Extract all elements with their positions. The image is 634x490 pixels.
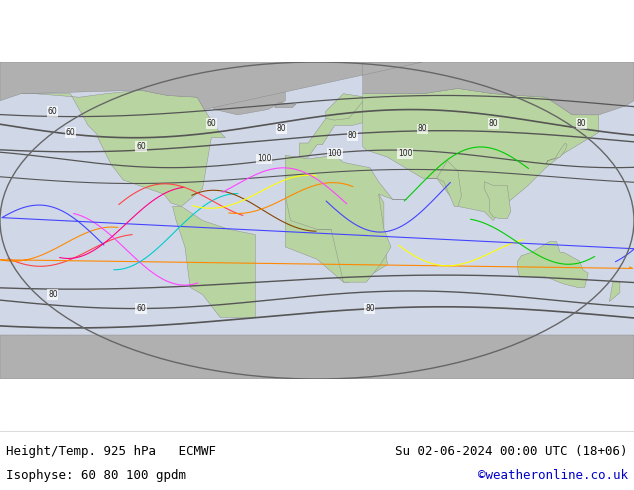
Polygon shape [326, 94, 366, 120]
Polygon shape [285, 194, 387, 282]
Text: 80: 80 [347, 131, 357, 141]
Text: 80: 80 [48, 290, 58, 299]
Polygon shape [172, 206, 256, 318]
Text: 60: 60 [48, 107, 58, 116]
Text: 80: 80 [418, 124, 427, 133]
Polygon shape [285, 155, 407, 282]
Polygon shape [546, 143, 567, 164]
Polygon shape [609, 282, 620, 301]
Text: ©weatheronline.co.uk: ©weatheronline.co.uk [477, 469, 628, 482]
Polygon shape [518, 242, 588, 288]
Text: 60: 60 [65, 128, 75, 137]
Text: Height/Temp. 925 hPa   ECMWF: Height/Temp. 925 hPa ECMWF [6, 445, 216, 458]
Polygon shape [0, 335, 634, 379]
Text: 100: 100 [327, 149, 342, 158]
Text: 60: 60 [136, 304, 146, 313]
Text: 100: 100 [257, 154, 271, 163]
Polygon shape [484, 182, 511, 219]
FancyBboxPatch shape [0, 62, 634, 379]
Text: 100: 100 [398, 149, 412, 158]
Text: 80: 80 [277, 124, 287, 133]
Polygon shape [426, 161, 462, 206]
Polygon shape [21, 90, 226, 206]
Text: Isophyse: 60 80 100 gpdm: Isophyse: 60 80 100 gpdm [6, 469, 186, 482]
Polygon shape [285, 185, 384, 238]
Text: 80: 80 [576, 119, 586, 128]
Polygon shape [188, 74, 285, 115]
Text: Su 02-06-2024 00:00 UTC (18+06): Su 02-06-2024 00:00 UTC (18+06) [395, 445, 628, 458]
Polygon shape [275, 102, 296, 108]
Text: 60: 60 [207, 119, 216, 128]
Polygon shape [363, 88, 598, 220]
Polygon shape [299, 97, 366, 157]
Polygon shape [0, 62, 634, 115]
Text: 80: 80 [365, 304, 375, 313]
Text: 80: 80 [488, 119, 498, 128]
Text: 60: 60 [136, 142, 146, 151]
